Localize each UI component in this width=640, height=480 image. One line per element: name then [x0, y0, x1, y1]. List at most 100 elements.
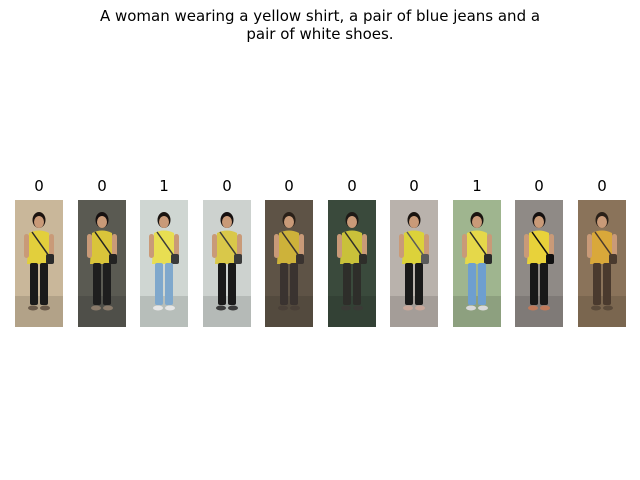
person-image: [15, 200, 63, 327]
match-label: 0: [284, 177, 294, 195]
shirt: [590, 230, 614, 264]
right-leg: [228, 263, 236, 305]
ground: [515, 296, 563, 327]
left-arm: [524, 234, 529, 258]
bag-strap: [531, 231, 550, 257]
left-leg: [468, 263, 476, 305]
match-label: 0: [34, 177, 44, 195]
right-arm: [362, 234, 367, 258]
face: [284, 216, 294, 228]
bag-strap: [594, 231, 613, 257]
bag-strap: [219, 231, 238, 257]
left-shoe: [278, 305, 288, 311]
right-leg: [103, 263, 111, 305]
right-arm: [237, 234, 242, 258]
person-image: [578, 200, 626, 327]
left-shoe: [403, 305, 413, 311]
face: [97, 216, 107, 228]
bag-strap: [281, 231, 300, 257]
ground: [265, 296, 313, 327]
right-leg: [603, 263, 611, 305]
right-arm: [424, 234, 429, 258]
right-arm: [299, 234, 304, 258]
face: [159, 216, 169, 228]
query-caption-line-2: pair of white shoes.: [246, 25, 394, 43]
gallery-item: 0: [515, 176, 563, 328]
left-arm: [212, 234, 217, 258]
left-leg: [405, 263, 413, 305]
shirt: [27, 230, 51, 264]
left-shoe: [216, 305, 226, 311]
gallery-item: 0: [203, 176, 251, 328]
right-leg: [415, 263, 423, 305]
right-shoe: [415, 305, 425, 311]
shirt: [465, 230, 489, 264]
bag: [46, 254, 54, 264]
ground: [203, 296, 251, 327]
match-label: 0: [222, 177, 232, 195]
gallery-item: 0: [265, 176, 313, 328]
right-shoe: [353, 305, 363, 311]
left-arm: [462, 234, 467, 258]
right-shoe: [165, 305, 175, 311]
right-leg: [540, 263, 548, 305]
left-leg: [155, 263, 163, 305]
bag-strap: [344, 231, 363, 257]
retrieval-gallery: 0 0 1 0 0 0 0 1 0 0: [0, 176, 640, 336]
shirt: [527, 230, 551, 264]
right-shoe: [603, 305, 613, 311]
right-leg: [290, 263, 298, 305]
right-arm: [174, 234, 179, 258]
person-image: [515, 200, 563, 327]
gallery-item: 0: [390, 176, 438, 328]
ground: [578, 296, 626, 327]
right-arm: [112, 234, 117, 258]
match-label: 0: [534, 177, 544, 195]
right-leg: [40, 263, 48, 305]
left-shoe: [28, 305, 38, 311]
face: [222, 216, 232, 228]
left-leg: [280, 263, 288, 305]
bag: [109, 254, 117, 264]
query-caption: A woman wearing a yellow shirt, a pair o…: [0, 7, 640, 43]
face: [597, 216, 607, 228]
left-leg: [343, 263, 351, 305]
bag-strap: [469, 231, 488, 257]
ground: [453, 296, 501, 327]
right-leg: [478, 263, 486, 305]
left-arm: [399, 234, 404, 258]
left-shoe: [591, 305, 601, 311]
left-arm: [337, 234, 342, 258]
left-shoe: [341, 305, 351, 311]
match-label: 0: [409, 177, 419, 195]
right-arm: [549, 234, 554, 258]
bag: [234, 254, 242, 264]
right-arm: [49, 234, 54, 258]
right-arm: [487, 234, 492, 258]
ground: [78, 296, 126, 327]
person-image: [140, 200, 188, 327]
face: [534, 216, 544, 228]
left-arm: [24, 234, 29, 258]
shirt: [90, 230, 114, 264]
person-image: [328, 200, 376, 327]
face: [347, 216, 357, 228]
gallery-item: 1: [140, 176, 188, 328]
left-leg: [530, 263, 538, 305]
match-label: 1: [472, 177, 482, 195]
bag-strap: [406, 231, 425, 257]
shirt: [215, 230, 239, 264]
bag: [609, 254, 617, 264]
left-leg: [30, 263, 38, 305]
gallery-item: 0: [78, 176, 126, 328]
bag: [171, 254, 179, 264]
shirt: [340, 230, 364, 264]
bag: [296, 254, 304, 264]
right-shoe: [40, 305, 50, 311]
left-arm: [149, 234, 154, 258]
right-shoe: [228, 305, 238, 311]
left-shoe: [153, 305, 163, 311]
right-arm: [612, 234, 617, 258]
shirt: [402, 230, 426, 264]
person-image: [78, 200, 126, 327]
